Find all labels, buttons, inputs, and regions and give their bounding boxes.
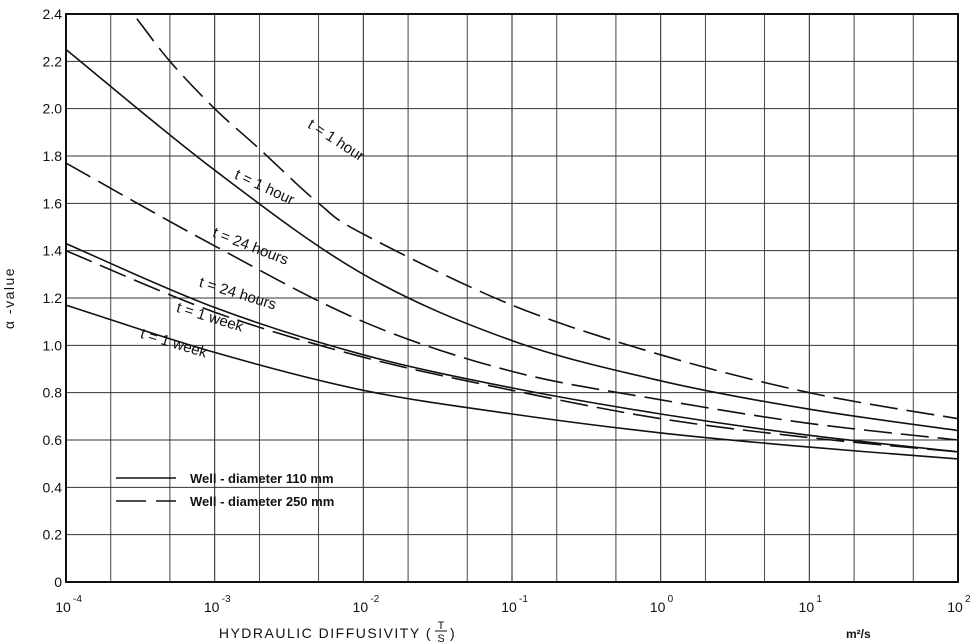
grid bbox=[66, 14, 958, 582]
plot-frame bbox=[65, 13, 959, 583]
legend-label-solid: Well - diameter 110 mm bbox=[190, 471, 334, 486]
x-tick-exponent: -2 bbox=[370, 594, 379, 605]
series-line bbox=[65, 48, 959, 432]
x-tick-label: 10 bbox=[650, 599, 666, 615]
x-tick-label: 10 bbox=[799, 599, 815, 615]
x-tick-exponent: -4 bbox=[73, 594, 82, 605]
legend: Well - diameter 110 mm Well - diameter 2… bbox=[116, 471, 334, 509]
x-tick-exponent: 1 bbox=[816, 594, 822, 605]
x-tick-label: 10 bbox=[204, 599, 220, 615]
x-axis-label: HYDRAULIC DIFFUSIVITY ( T S ) bbox=[219, 620, 456, 644]
x-tick-exponent: 0 bbox=[668, 594, 674, 605]
curve-label: t = 1 week bbox=[175, 299, 246, 336]
y-tick-label: 2.0 bbox=[43, 101, 63, 117]
y-tick-label: 1.0 bbox=[43, 337, 63, 353]
x-axis-unit: m²/s bbox=[846, 627, 871, 641]
y-tick-label: 1.2 bbox=[43, 290, 63, 306]
y-tick-label: 0 bbox=[54, 574, 62, 590]
x-tick-exponent: -1 bbox=[519, 594, 528, 605]
y-tick-labels: 0 0.2 0.4 0.6 0.8 1.0 1.2 1.4 1.6 1.8 2.0 2.2 2.4 bbox=[43, 6, 63, 590]
series-line bbox=[65, 249, 959, 453]
y-tick-label: 0.6 bbox=[43, 432, 63, 448]
series-line bbox=[136, 18, 959, 420]
x-tick-label: 10 bbox=[353, 599, 369, 615]
x-tick-exponent: -3 bbox=[222, 594, 231, 605]
series-line bbox=[65, 162, 959, 441]
x-tick-exponent: 2 bbox=[965, 594, 971, 605]
y-tick-label: 2.4 bbox=[43, 6, 63, 22]
y-tick-label: 0.4 bbox=[43, 479, 63, 495]
x-tick-label: 10 bbox=[55, 599, 71, 615]
series-lines bbox=[65, 18, 959, 460]
y-axis-label: α -value bbox=[1, 267, 17, 329]
y-tick-label: 1.8 bbox=[43, 148, 63, 164]
x-tick-labels: 10 -4 10 -3 10 -2 10 -1 10 0 10 1 10 2 bbox=[55, 594, 971, 615]
y-tick-label: 1.6 bbox=[43, 195, 63, 211]
y-tick-label: 2.2 bbox=[43, 53, 63, 69]
y-tick-label: 1.4 bbox=[43, 243, 63, 259]
series-line bbox=[65, 242, 959, 453]
curve-label: t = 1 hour bbox=[232, 166, 297, 208]
legend-label-dashed: Well - diameter 250 mm bbox=[190, 494, 334, 509]
y-tick-label: 0.2 bbox=[43, 527, 63, 543]
x-axis-label-denominator: S bbox=[437, 633, 444, 644]
curve-label: t = 1 week bbox=[138, 325, 209, 362]
x-tick-label: 10 bbox=[947, 599, 963, 615]
x-axis-label-close: ) bbox=[450, 625, 456, 641]
x-axis-label-numerator: T bbox=[438, 620, 445, 632]
curve-label: t = 24 hours bbox=[210, 224, 290, 268]
x-tick-label: 10 bbox=[501, 599, 517, 615]
curve-label: t = 1 hour bbox=[305, 116, 368, 165]
series-line bbox=[65, 304, 959, 460]
x-axis-label-main: HYDRAULIC DIFFUSIVITY ( bbox=[219, 625, 432, 641]
y-tick-label: 0.8 bbox=[43, 385, 63, 401]
